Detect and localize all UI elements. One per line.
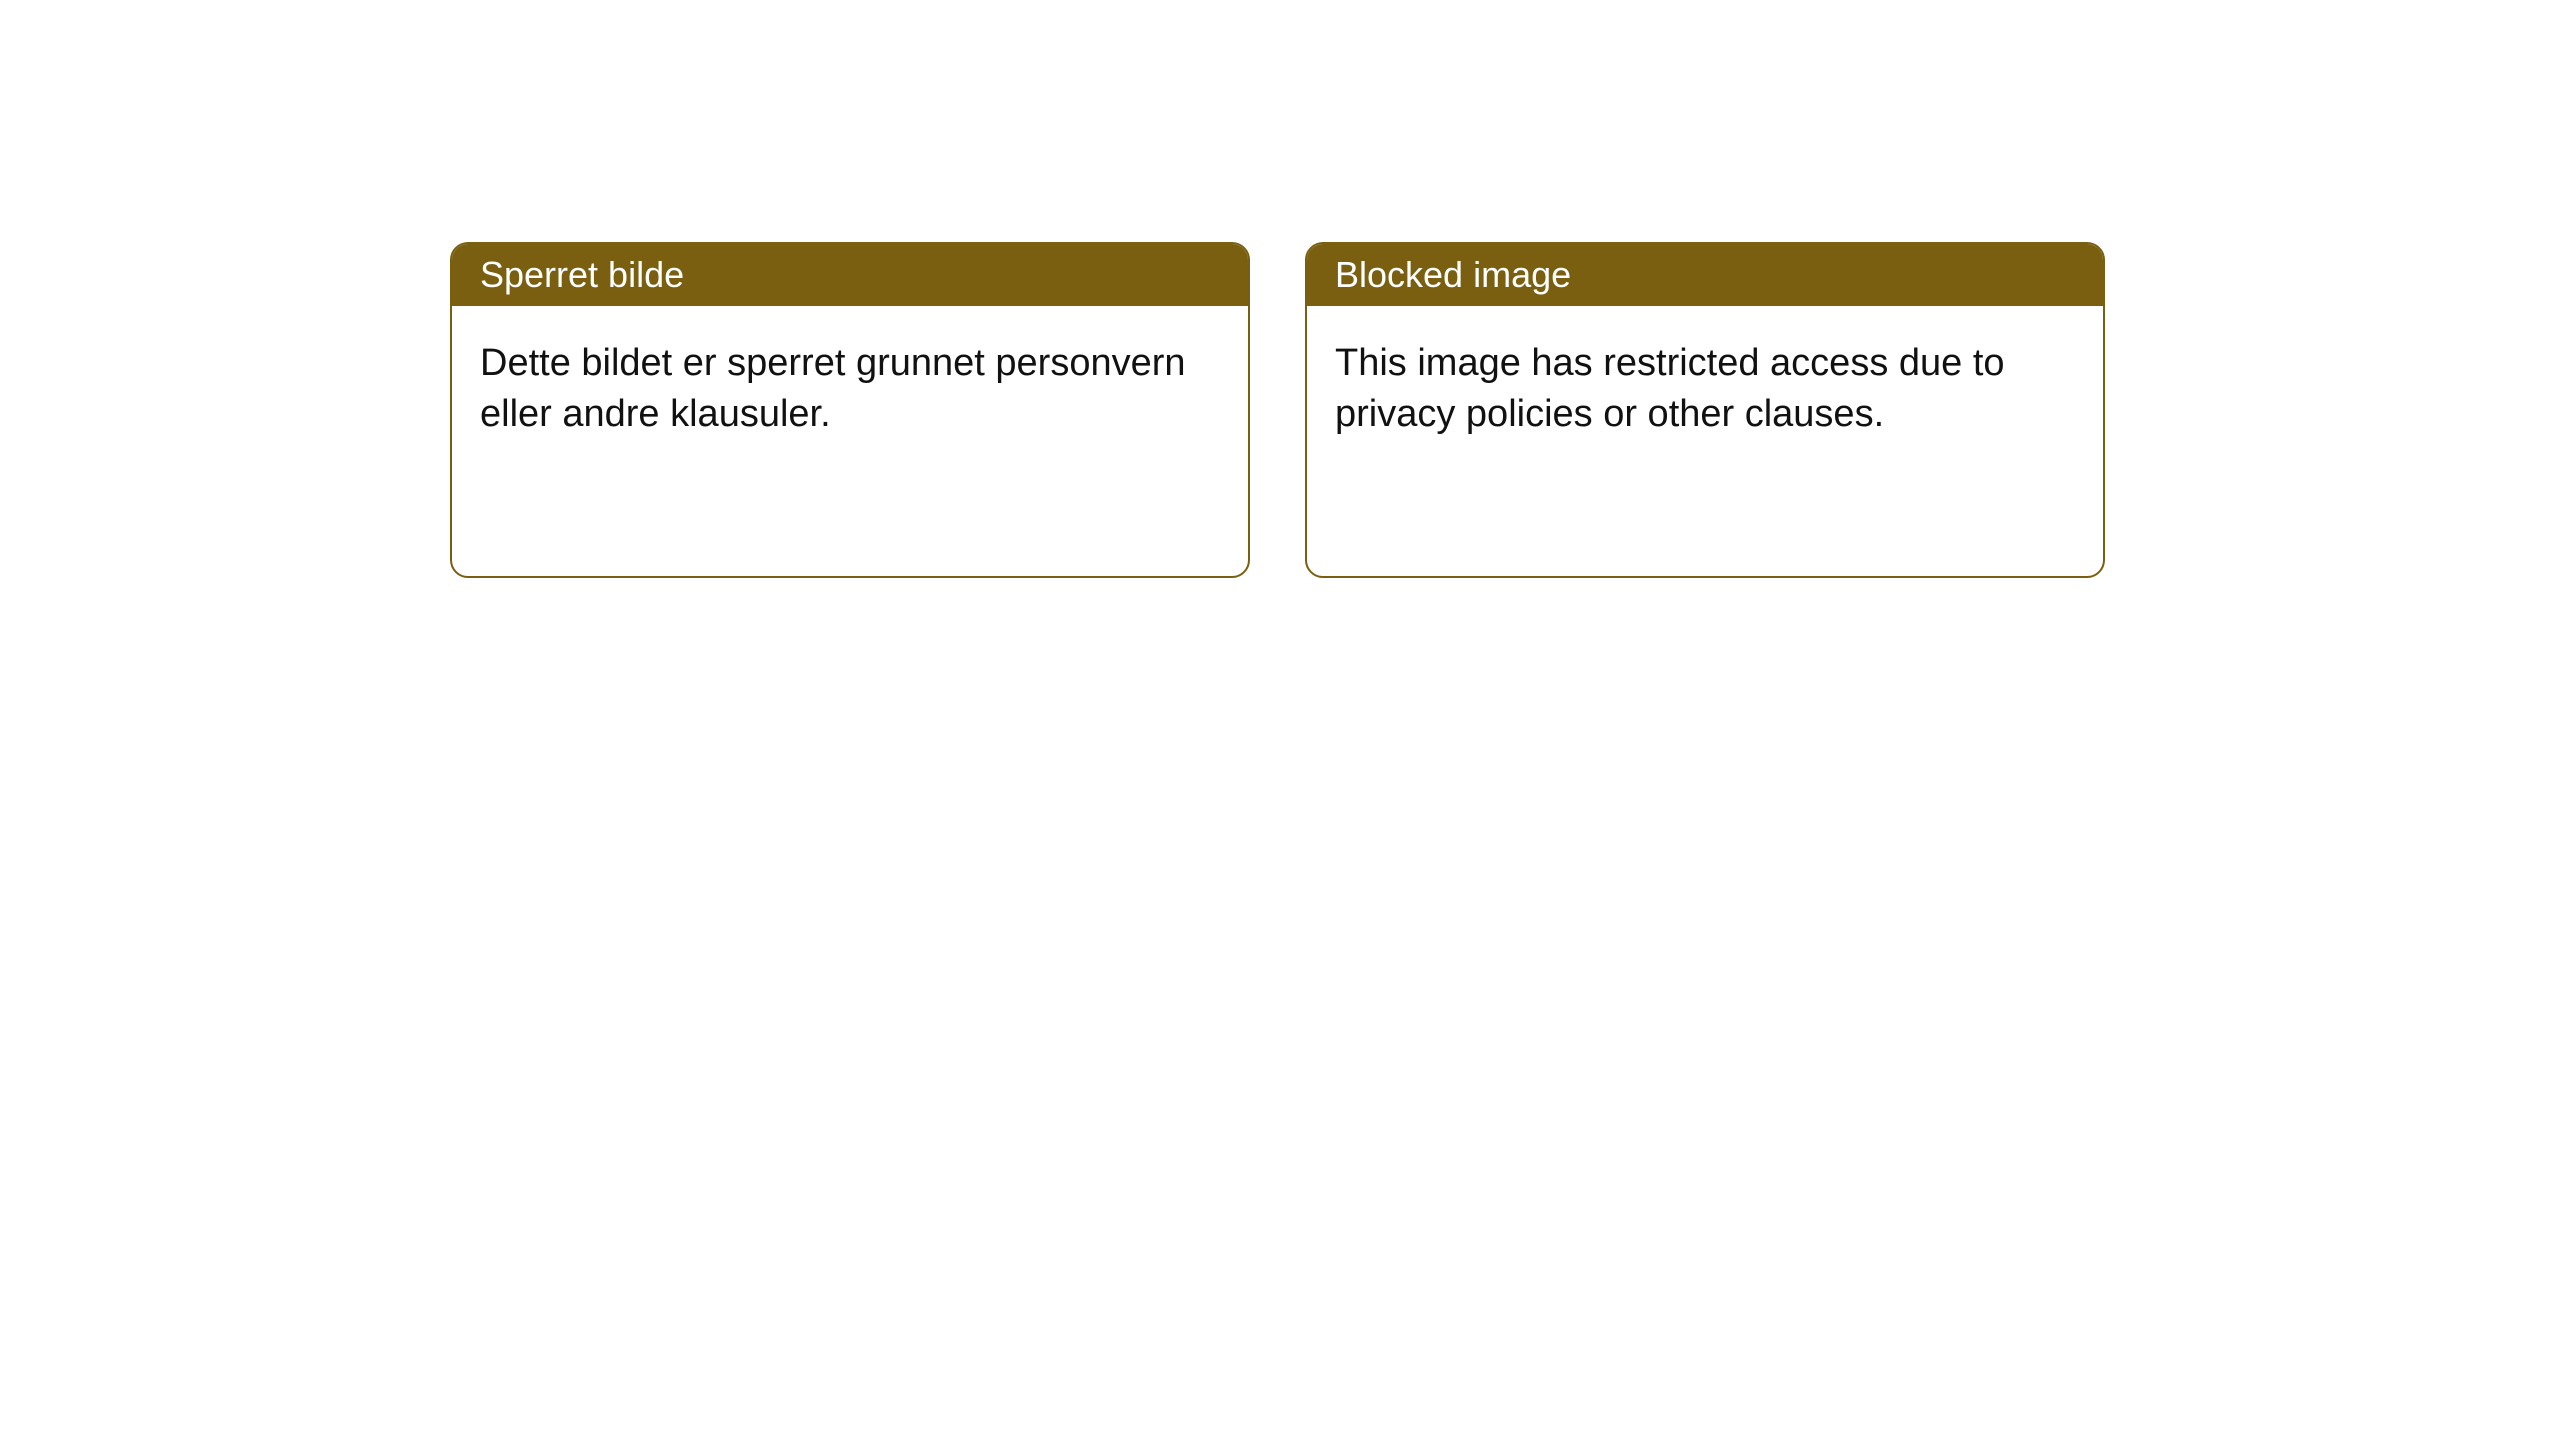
card-body-text: This image has restricted access due to … — [1335, 342, 2005, 435]
notice-card-english: Blocked image This image has restricted … — [1305, 242, 2105, 578]
card-title: Sperret bilde — [480, 254, 684, 295]
card-header: Sperret bilde — [452, 244, 1248, 306]
card-body: Dette bildet er sperret grunnet personve… — [452, 306, 1248, 576]
notice-card-norwegian: Sperret bilde Dette bildet er sperret gr… — [450, 242, 1250, 578]
card-header: Blocked image — [1307, 244, 2103, 306]
card-title: Blocked image — [1335, 254, 1571, 295]
card-body-text: Dette bildet er sperret grunnet personve… — [480, 342, 1186, 435]
card-body: This image has restricted access due to … — [1307, 306, 2103, 576]
notice-cards-container: Sperret bilde Dette bildet er sperret gr… — [450, 242, 2105, 578]
